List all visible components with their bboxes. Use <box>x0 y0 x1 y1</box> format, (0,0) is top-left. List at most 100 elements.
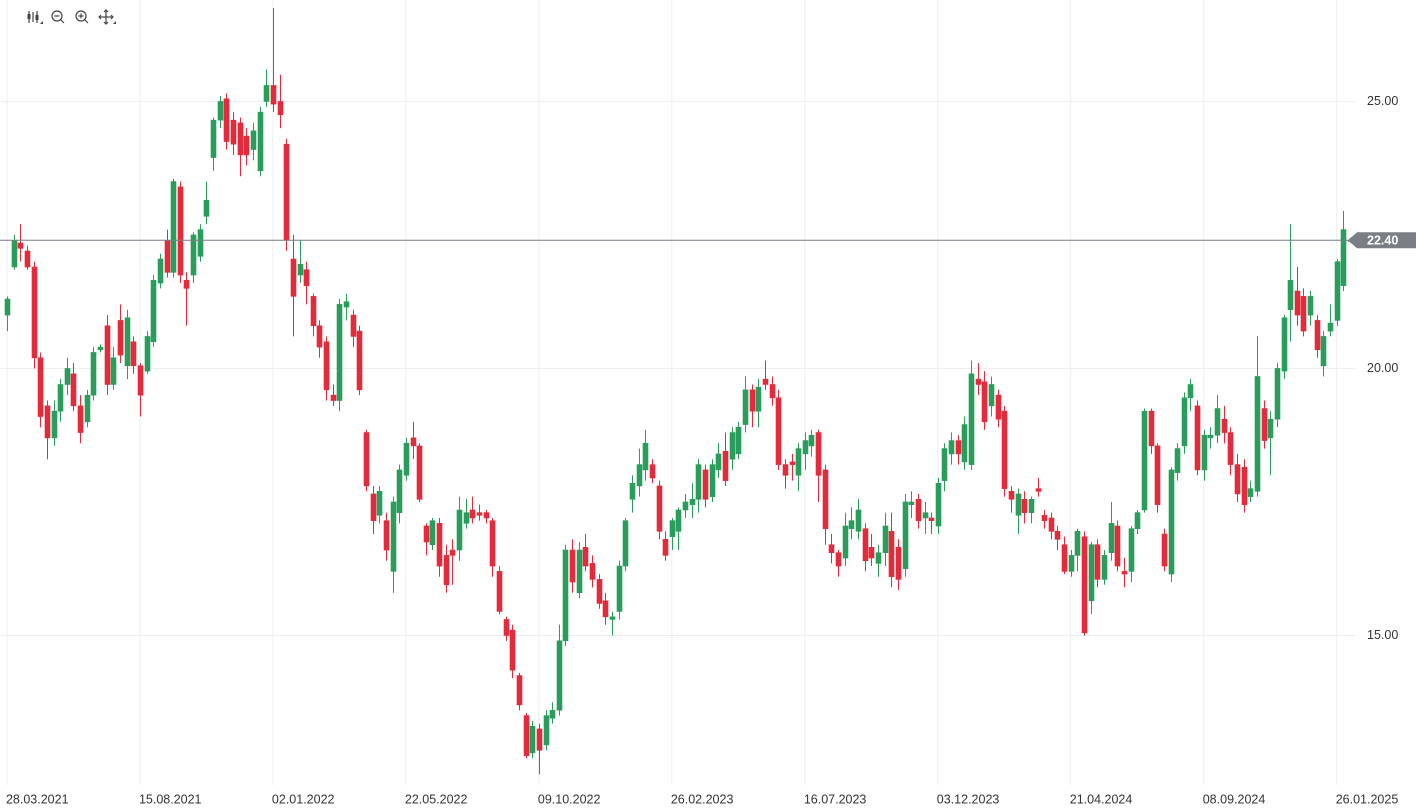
candle-body <box>642 442 649 471</box>
candle <box>543 710 550 751</box>
candle-body <box>835 552 842 567</box>
candle <box>536 723 543 775</box>
candle-body <box>1088 544 1095 602</box>
candle-body <box>569 549 576 583</box>
x-tick-label: 22.05.2022 <box>405 792 468 806</box>
candle <box>715 443 722 478</box>
candle <box>223 93 230 150</box>
candle <box>350 309 357 348</box>
candle-body <box>702 469 709 500</box>
candle <box>410 421 417 460</box>
candle-body <box>636 464 643 487</box>
candle-body <box>1114 525 1121 567</box>
candle-body <box>70 373 77 407</box>
candle-body <box>675 509 682 532</box>
candle <box>1261 400 1268 449</box>
candle <box>1114 520 1121 572</box>
candle-body <box>602 600 609 618</box>
candle-body <box>323 341 330 391</box>
candle <box>270 8 277 113</box>
candle-body <box>130 341 137 367</box>
candle-body <box>662 539 669 556</box>
candle <box>882 512 889 567</box>
candle <box>84 389 91 428</box>
candle <box>24 245 31 270</box>
pan-button[interactable] <box>98 9 116 25</box>
candle-body <box>1128 528 1135 572</box>
candle <box>257 106 264 177</box>
candle-body <box>722 450 729 481</box>
candle <box>217 96 224 129</box>
candle <box>808 429 815 457</box>
candle <box>4 296 11 332</box>
candle-body <box>263 85 270 102</box>
candle <box>496 566 503 615</box>
candle <box>509 624 516 679</box>
candle <box>523 712 530 759</box>
candle-body <box>808 434 815 447</box>
candle <box>968 360 975 470</box>
candle-body <box>51 410 58 439</box>
candle-body <box>543 715 550 746</box>
candle-body <box>423 525 430 543</box>
candle <box>283 138 290 251</box>
candle <box>97 344 104 353</box>
candle <box>1148 408 1155 454</box>
zoom-in-button[interactable] <box>75 10 89 24</box>
zoom-out-button[interactable] <box>51 10 65 24</box>
candle <box>343 293 350 321</box>
candle-body <box>250 130 257 150</box>
candle-body <box>562 549 569 642</box>
candle <box>1181 392 1188 454</box>
candle-body <box>1281 317 1288 372</box>
candle-body <box>370 493 377 521</box>
candle <box>1035 477 1042 497</box>
candle <box>802 432 809 470</box>
candle-body <box>303 269 310 286</box>
candle <box>90 347 97 401</box>
candle-body <box>915 499 922 521</box>
candle <box>609 611 616 636</box>
candle-body <box>483 512 490 519</box>
candle <box>44 400 51 460</box>
candle <box>376 485 383 524</box>
candle-body <box>735 426 742 455</box>
candle <box>596 574 603 609</box>
candle-type-button[interactable] <box>27 11 44 24</box>
candle <box>729 427 736 470</box>
candle <box>649 459 656 484</box>
candle-body <box>31 266 38 359</box>
candle <box>1161 528 1168 572</box>
candle-body <box>336 304 343 401</box>
candle-body <box>297 264 304 276</box>
candle-body <box>170 181 177 273</box>
candle <box>370 485 377 535</box>
candle-body <box>310 296 317 327</box>
candle <box>290 234 297 337</box>
candle-body <box>509 629 516 671</box>
candle-body <box>981 381 988 423</box>
candle-body <box>1287 280 1294 311</box>
candle-body <box>270 85 277 105</box>
candle-body <box>516 675 523 706</box>
toolbar <box>27 9 116 25</box>
candle-body <box>496 571 503 612</box>
candle <box>1028 496 1035 524</box>
candle <box>1121 558 1128 588</box>
candle <box>995 389 1002 428</box>
x-tick-label: 28.03.2021 <box>6 792 69 806</box>
candle-body <box>443 555 450 586</box>
candle-body <box>1174 448 1181 473</box>
candle-body <box>1148 410 1155 447</box>
candle-body <box>177 186 184 276</box>
candle <box>755 379 762 428</box>
candle-body <box>1314 320 1321 351</box>
candle <box>503 616 510 641</box>
candle-body <box>416 445 423 500</box>
candle <box>1008 485 1015 513</box>
candle-body <box>390 501 397 572</box>
candle <box>363 429 370 492</box>
candle-body <box>277 101 284 116</box>
candle <box>888 512 895 588</box>
